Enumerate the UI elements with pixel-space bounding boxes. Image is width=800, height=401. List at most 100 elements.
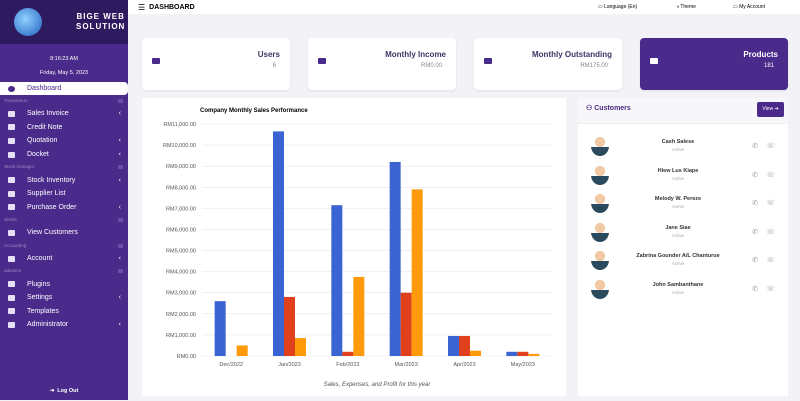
phone-icon[interactable]: ☏: [766, 200, 775, 207]
stat-card[interactable]: Monthly Income RM0.00: [308, 38, 456, 90]
customer-status: Active: [671, 204, 685, 209]
sidebar-item[interactable]: Settings ‹: [0, 291, 128, 305]
sidebar-item-label: Quotation: [27, 137, 58, 145]
customer-item[interactable]: Jane Siae Active ✆ ☏: [578, 217, 788, 246]
phone-icon[interactable]: ☏: [766, 257, 775, 264]
sidebar-section: clients: [0, 214, 128, 226]
phone-icon[interactable]: ☏: [766, 171, 775, 179]
sidebar-item-label: Stock Inventory: [27, 176, 76, 184]
sidebar-section: Transaction: [0, 95, 128, 107]
y-tick-label: RM10,000.00: [163, 143, 196, 149]
clock-date: Friday, May 5, 2023: [39, 70, 89, 76]
stat-label: Monthly Outstanding: [532, 50, 612, 59]
bar-series-0-Dec/2022: [214, 301, 226, 356]
sidebar-item[interactable]: Administrator ‹: [0, 318, 128, 332]
whatsapp-icon[interactable]: ✆: [752, 228, 758, 236]
x-tick-label: May/2023: [511, 362, 535, 368]
whatsapp-icon[interactable]: ✆: [752, 285, 758, 293]
phone-icon[interactable]: ☏: [766, 228, 775, 236]
sidebar: BIGE WEB SOLUTION 8:16:23 AM Friday, May 5…: [0, 0, 128, 400]
stat-icon: [318, 58, 326, 64]
customer-status: Active: [671, 175, 685, 181]
view-customers-button[interactable]: View ➔: [757, 102, 784, 117]
bar-series-1-May/2023: [517, 351, 529, 356]
sidebar-item[interactable]: Purchase Order ‹: [0, 201, 128, 215]
bar-series-1-Mar/2023: [400, 292, 412, 356]
customer-name: Melody W. Pereze: [654, 196, 702, 202]
stat-label: Users: [257, 50, 280, 59]
avatar: [591, 136, 609, 156]
chevron-left-icon: ‹: [118, 255, 121, 263]
customer-name: Jane Siae: [665, 224, 691, 231]
whatsapp-icon[interactable]: ✆: [752, 257, 758, 264]
menu-item-icon: [8, 229, 15, 236]
x-tick-label: Feb/2023: [336, 362, 359, 368]
stat-icon: [650, 58, 658, 64]
menu-item-icon: [8, 110, 15, 117]
sidebar-item[interactable]: Supplier List: [0, 187, 128, 201]
chevron-left-icon: ‹: [118, 203, 121, 211]
x-tick-label: Apr/2023: [453, 362, 475, 368]
language-button[interactable]: ▭ Language (En): [598, 4, 638, 10]
page-title: DASHBOARD: [149, 3, 195, 11]
sidebar-item[interactable]: Stock Inventory ‹: [0, 173, 128, 187]
customer-status: Active: [671, 232, 685, 238]
menu-icon[interactable]: ☰: [138, 2, 146, 12]
whatsapp-icon[interactable]: ✆: [752, 200, 758, 207]
y-tick-label: RM7,000.00: [166, 206, 196, 212]
sidebar-item-label: Supplier List: [27, 190, 66, 198]
sidebar-item[interactable]: Docket ‹: [0, 148, 128, 162]
customer-item[interactable]: Zabrina Gounder A/L Chanturue Active ✆ ☏: [578, 245, 788, 274]
customer-name: Zabrina Gounder A/L Chanturue: [636, 253, 720, 259]
sidebar-item-label: Plugins: [27, 280, 50, 288]
whatsapp-icon[interactable]: ✆: [752, 143, 758, 150]
chevron-left-icon: ‹: [118, 137, 121, 145]
customers-panel: ⚇ Customers View ➔ Cash Salese Active ✆ ☏ Hi…: [578, 98, 788, 396]
sidebar-item-label: Dashboard: [27, 85, 62, 92]
logout-label: Log Out: [57, 388, 79, 394]
stat-card[interactable]: Users 6: [142, 38, 290, 90]
logout-button[interactable]: ⇥ Log Out: [49, 388, 79, 394]
theme-button[interactable]: ◑ Theme: [676, 4, 696, 10]
dashboard-icon: [8, 85, 15, 92]
bar-series-2-Feb/2023: [353, 276, 365, 356]
bar-series-2-Jan/2023: [295, 338, 306, 356]
sidebar-item[interactable]: Plugins: [0, 277, 128, 291]
bar-series-0-May/2023: [506, 351, 518, 356]
stat-card[interactable]: Monthly Outstanding RM175.00: [474, 38, 622, 90]
customer-name: John Sambanthane: [652, 281, 704, 288]
phone-icon[interactable]: ☏: [766, 285, 775, 293]
customer-item[interactable]: John Sambanthane Active ✆ ☏: [578, 274, 788, 303]
stat-label: Products: [743, 50, 778, 59]
avatar: [591, 193, 609, 213]
whatsapp-icon[interactable]: ✆: [752, 171, 758, 179]
chevron-left-icon: ‹: [118, 294, 121, 302]
y-tick-label: RM3,000.00: [166, 291, 196, 297]
x-tick-label: Mar/2023: [395, 362, 418, 368]
logo: [14, 8, 42, 36]
y-tick-label: RM8,000.00: [166, 185, 196, 191]
x-tick-label: Jan/2023: [278, 362, 301, 368]
sidebar-section: Accounting: [0, 240, 128, 252]
stat-card[interactable]: Products 181: [640, 38, 788, 90]
sidebar-item-dashboard[interactable]: Dashboard: [0, 82, 128, 95]
sidebar-item[interactable]: Account ‹: [0, 252, 128, 266]
account-button[interactable]: ▭ My Account: [733, 4, 765, 10]
sidebar-item[interactable]: Quotation ‹: [0, 134, 128, 148]
chart-title: Company Monthly Sales Performance: [200, 108, 308, 114]
customers-title-text: Customers: [594, 105, 631, 112]
brand-name-1: BIGE WEB: [76, 12, 125, 21]
avatar: [591, 250, 609, 270]
sidebar-item[interactable]: Sales Invoice ‹: [0, 107, 128, 121]
bar-series-1-Jan/2023: [284, 296, 295, 356]
sidebar-item[interactable]: Templates: [0, 305, 128, 319]
sidebar-item[interactable]: Credit Note: [0, 121, 128, 135]
stat-value: 6: [272, 63, 276, 69]
phone-icon[interactable]: ☏: [766, 143, 775, 150]
customer-item[interactable]: Cash Salese Active ✆ ☏: [578, 131, 788, 160]
menu-item-icon: [8, 308, 15, 315]
customer-item[interactable]: Melody W. Pereze Active ✆ ☏: [578, 188, 788, 217]
bar-series-0-Jan/2023: [273, 131, 284, 356]
customer-item[interactable]: Hiew Lus Kiape Active ✆ ☏: [578, 160, 788, 189]
sidebar-item[interactable]: View Customers: [0, 226, 128, 240]
